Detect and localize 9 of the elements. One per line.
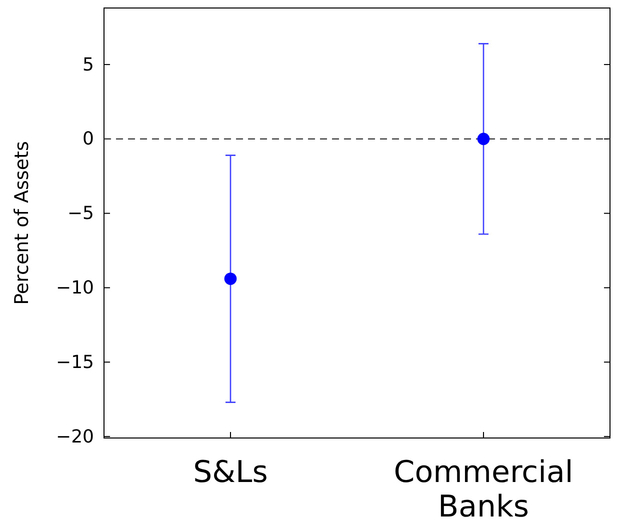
y-axis-title: Percent of Assets	[11, 141, 33, 305]
y-tick-label: 0	[82, 128, 94, 150]
y-tick-label: −10	[56, 277, 94, 298]
y-tick-label: 5	[82, 54, 94, 76]
y-tick-label: −5	[67, 203, 94, 224]
y-tick-label: −20	[56, 426, 94, 448]
y-tick-label: −15	[56, 352, 94, 373]
x-tick-label: Commercial Banks	[394, 455, 574, 524]
x-tick-label: S&Ls	[193, 455, 268, 490]
